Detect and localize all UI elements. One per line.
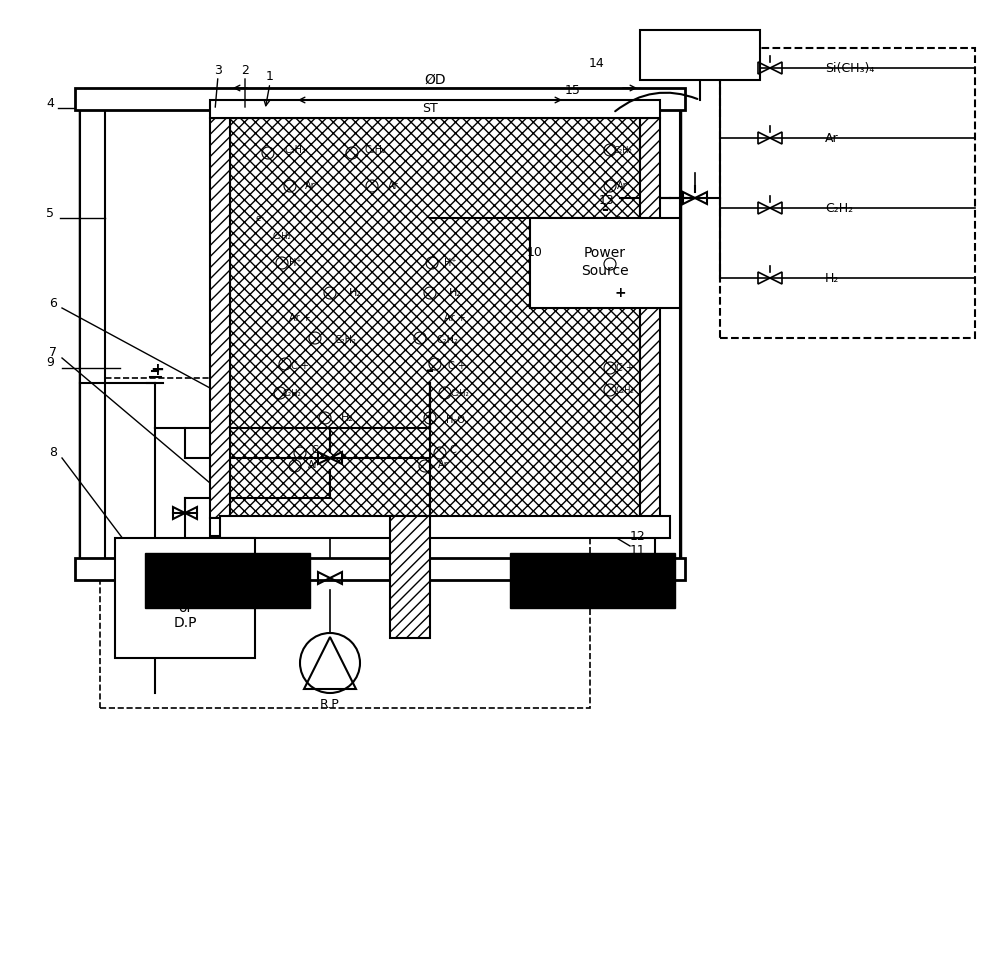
Bar (145, 553, 310, 608)
Text: C₂H₂: C₂H₂ (334, 335, 356, 345)
Text: C₂H₂: C₂H₂ (283, 389, 301, 398)
Text: H₂O: H₂O (446, 415, 464, 425)
Text: 6: 6 (49, 296, 57, 309)
Bar (75, 558, 685, 580)
Text: H₂: H₂ (825, 271, 839, 285)
Text: Power: Power (584, 246, 626, 260)
Text: Ar: Ar (617, 181, 627, 191)
Text: H₂: H₂ (349, 288, 361, 298)
Text: C₂H₂: C₂H₂ (451, 389, 469, 398)
Text: +: + (150, 361, 164, 379)
FancyBboxPatch shape (720, 48, 975, 338)
Bar (655, 90, 680, 570)
Text: C₂H₂: C₂H₂ (284, 145, 306, 155)
Bar (210, 518, 660, 536)
Bar (220, 516, 670, 538)
Text: ST: ST (422, 102, 438, 115)
Bar (115, 538, 255, 658)
Text: M.P: M.P (173, 586, 197, 600)
Bar (390, 516, 430, 638)
Text: -: - (426, 360, 434, 379)
Text: 3: 3 (214, 63, 222, 77)
Text: 11: 11 (630, 543, 646, 557)
Text: H⁺: H⁺ (289, 258, 301, 268)
Text: D.P: D.P (173, 616, 197, 630)
Bar (640, 30, 760, 80)
Text: 10: 10 (527, 245, 543, 259)
Text: e⁻: e⁻ (255, 214, 265, 222)
Text: H⁺: H⁺ (619, 261, 631, 271)
Text: +: + (614, 286, 626, 300)
Bar (80, 90, 680, 570)
Text: H₂: H₂ (449, 288, 461, 298)
Text: 9: 9 (46, 355, 54, 369)
Text: Thermometer: Thermometer (657, 49, 743, 61)
Text: 2: 2 (241, 63, 249, 77)
Text: C₂H₂: C₂H₂ (825, 201, 853, 215)
Text: or: or (178, 601, 192, 615)
Text: 4: 4 (46, 97, 54, 109)
Bar (210, 100, 660, 118)
Text: C₂H₂: C₂H₂ (436, 335, 458, 345)
Text: ØD: ØD (424, 73, 446, 87)
Text: C +: C + (448, 361, 466, 371)
Text: 7: 7 (49, 346, 57, 358)
Text: C +: C + (616, 363, 634, 373)
Text: Ar: Ar (438, 460, 448, 470)
Text: H₂: H₂ (341, 413, 353, 423)
Text: Ar +: Ar + (444, 313, 466, 323)
Text: Ar: Ar (825, 131, 839, 145)
Bar (75, 88, 685, 110)
Text: 15: 15 (565, 83, 581, 97)
Text: Ar +: Ar + (289, 313, 311, 323)
Text: e⁻: e⁻ (615, 214, 625, 222)
Bar (510, 553, 675, 608)
Text: C +: C + (291, 361, 309, 371)
Text: 14: 14 (589, 57, 605, 70)
Text: R.P: R.P (320, 698, 340, 712)
Text: Ar: Ar (308, 460, 318, 470)
Bar (530, 218, 680, 308)
Text: Ar: Ar (388, 181, 398, 191)
Text: 5: 5 (46, 207, 54, 219)
Text: Ar: Ar (305, 181, 315, 191)
Text: C₂H₂: C₂H₂ (273, 232, 291, 240)
Text: 1: 1 (266, 70, 274, 82)
Text: C₂H₂: C₂H₂ (364, 145, 386, 155)
Text: C: C (312, 445, 318, 455)
Text: C₂H₂: C₂H₂ (614, 146, 632, 154)
FancyBboxPatch shape (100, 378, 590, 708)
Text: -: - (602, 201, 608, 219)
Text: Source: Source (581, 264, 629, 278)
Text: 12: 12 (630, 530, 646, 542)
Text: C: C (450, 445, 456, 455)
Text: 8: 8 (49, 445, 57, 459)
Text: H⁺: H⁺ (444, 258, 456, 268)
Bar (640, 118, 660, 518)
Bar (210, 118, 230, 518)
Text: C₂H₂: C₂H₂ (614, 234, 632, 242)
Bar (80, 90, 105, 570)
Text: Si(CH₃)₄: Si(CH₃)₄ (825, 61, 874, 75)
Text: C₂H₂: C₂H₂ (616, 385, 634, 395)
Text: 13: 13 (599, 194, 615, 207)
Bar (230, 118, 640, 518)
